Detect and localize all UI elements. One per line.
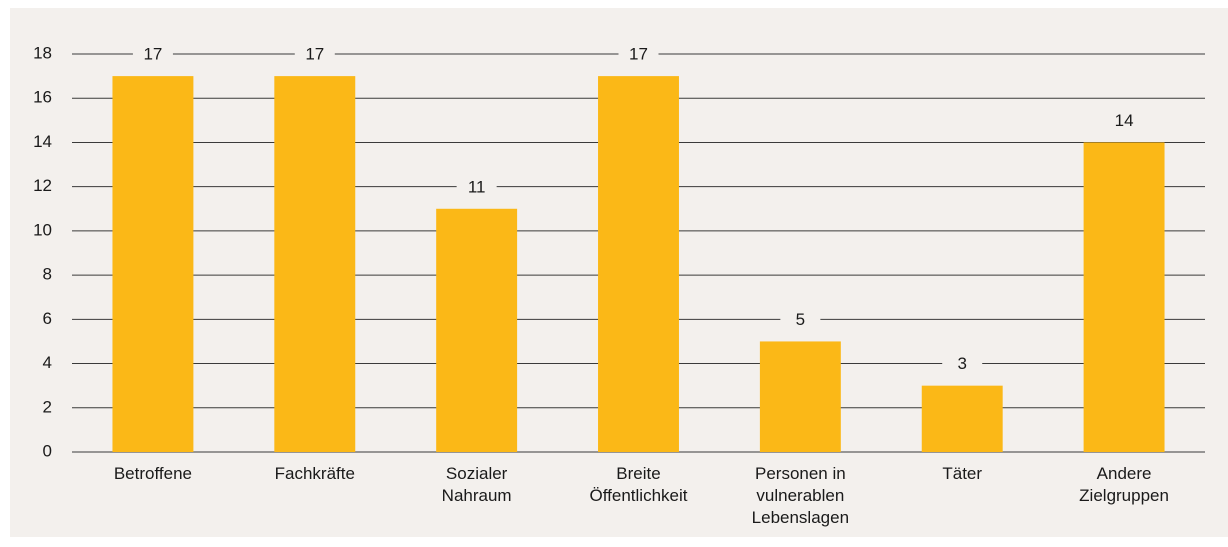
- x-tick-label-line: Sozialer: [446, 464, 508, 483]
- bar: [921, 385, 1003, 452]
- x-tick-label: Betroffene: [114, 464, 192, 483]
- value-label-background: [1104, 110, 1145, 133]
- value-label: 14: [1115, 111, 1134, 130]
- x-tick-label: Breite Öffentlichkeit: [590, 464, 688, 505]
- y-tick-label: 14: [33, 132, 52, 151]
- bar: [274, 76, 356, 452]
- bar: [1083, 142, 1165, 452]
- x-tick-label: Sozialer Nahraum: [442, 464, 512, 505]
- y-tick-label: 10: [33, 220, 52, 239]
- x-tick-label-line: Nahraum: [442, 486, 512, 505]
- value-label: 17: [629, 45, 648, 64]
- bar: [759, 341, 841, 452]
- x-tick-label: Täter: [942, 464, 982, 483]
- x-tick-label-line: Zielgruppen: [1079, 486, 1169, 505]
- x-tick-label: Andere Zielgruppen: [1079, 464, 1169, 505]
- x-tick-label-line: Personen in: [755, 464, 846, 483]
- y-tick-label: 16: [33, 88, 52, 107]
- bar: [436, 208, 518, 452]
- x-tick-label-line: Öffentlichkeit: [590, 486, 688, 505]
- x-tick-label-line: Täter: [942, 464, 982, 483]
- value-label: 17: [305, 45, 324, 64]
- x-tick-label-line: Betroffene: [114, 464, 192, 483]
- y-tick-label: 0: [43, 441, 52, 460]
- y-tick-label: 6: [43, 309, 52, 328]
- x-tick-label-line: Andere: [1097, 464, 1152, 483]
- value-label-background: [942, 353, 983, 376]
- y-tick-label: 8: [43, 265, 52, 284]
- value-label-background: [780, 309, 821, 332]
- value-label-background: [294, 44, 335, 67]
- x-tick-label-line: Fachkräfte: [275, 464, 355, 483]
- y-tick-label: 4: [43, 353, 52, 372]
- value-label-background: [456, 176, 497, 199]
- value-label: 17: [143, 45, 162, 64]
- y-tick-label: 12: [33, 176, 52, 195]
- y-tick-label: 18: [33, 43, 52, 62]
- value-label: 11: [468, 177, 486, 196]
- x-tick-label-line: Breite: [616, 464, 660, 483]
- value-label-background: [132, 44, 173, 67]
- value-label: 3: [957, 354, 966, 373]
- x-tick-label-line: vulnerablen: [756, 486, 844, 505]
- x-tick-label-line: Lebenslagen: [752, 508, 849, 527]
- value-label: 5: [796, 310, 805, 329]
- value-label-background: [618, 44, 659, 67]
- bar: [112, 76, 194, 452]
- bar: [598, 76, 679, 452]
- x-tick-label: Personen in vulnerablen Lebenslagen: [752, 464, 849, 527]
- y-tick-label: 2: [43, 397, 52, 416]
- x-tick-label: Fachkräfte: [275, 464, 355, 483]
